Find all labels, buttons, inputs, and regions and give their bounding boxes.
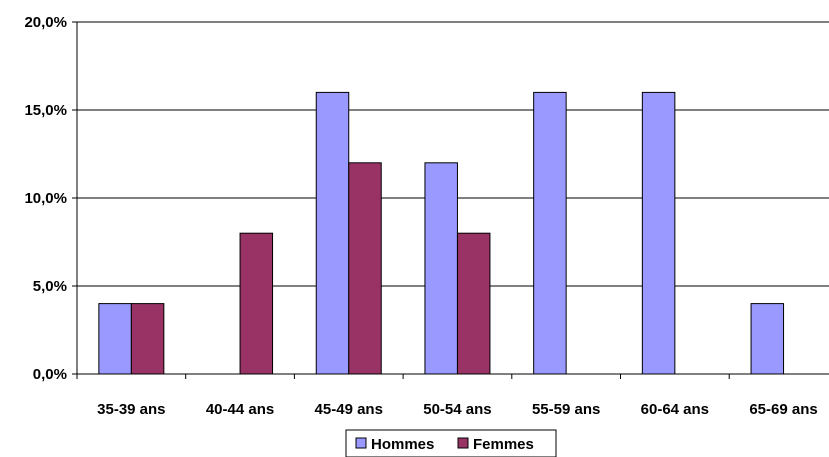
bar-hommes <box>98 303 132 375</box>
legend: Hommes Femmes <box>345 429 557 457</box>
axes <box>72 21 829 379</box>
x-tick-labels: 35-39 ans 40-44 ans 45-49 ans 50-54 ans 55-5… <box>97 401 818 418</box>
bars <box>98 91 785 375</box>
bar-hommes <box>641 91 676 375</box>
bar-femmes <box>130 303 165 375</box>
y-tick-label: 5,0% <box>33 278 67 295</box>
y-tick-label: 10,0% <box>24 190 67 207</box>
legend-box <box>345 429 557 457</box>
legend-swatch-hommes <box>355 437 367 449</box>
legend-label-femmes: Femmes <box>473 436 534 453</box>
bar-hommes <box>424 162 458 375</box>
y-tick-label: 0,0% <box>33 366 67 383</box>
y-tick-labels: 0,0% 5,0% 10,0% 15,0% 20,0% <box>24 14 67 383</box>
bar-femmes <box>456 232 491 375</box>
x-tick-label: 60-64 ans <box>641 401 709 418</box>
x-tick-label: 55-59 ans <box>532 401 600 418</box>
x-tick-label: 35-39 ans <box>97 401 165 418</box>
y-tick-label: 20,0% <box>24 14 67 31</box>
bar-femmes <box>348 162 382 375</box>
bar-hommes <box>533 91 567 375</box>
bar-femmes <box>239 232 274 375</box>
x-tick-label: 40-44 ans <box>206 401 274 418</box>
legend-label-hommes: Hommes <box>371 436 434 453</box>
x-tick-label: 45-49 ans <box>315 401 383 418</box>
x-tick-label: 50-54 ans <box>423 401 491 418</box>
y-tick-label: 15,0% <box>24 102 67 119</box>
legend-swatch-femmes <box>457 437 469 449</box>
x-tick-label: 65-69 ans <box>749 401 817 418</box>
bar-hommes <box>750 303 785 375</box>
bar-hommes <box>315 91 350 375</box>
